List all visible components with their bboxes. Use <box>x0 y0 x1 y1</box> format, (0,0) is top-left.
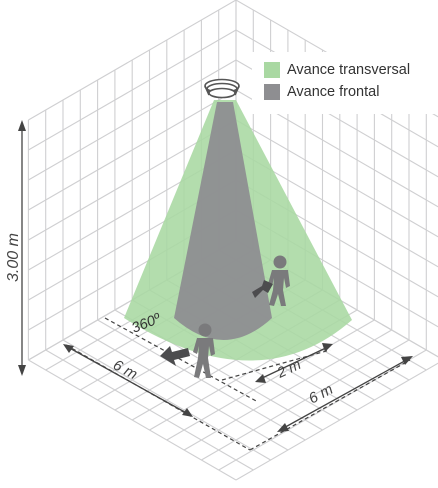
dimension-lines <box>21 126 411 431</box>
height-dimension-label: 3.00 m <box>5 233 22 282</box>
legend-label-frontal: Avance frontal <box>287 84 380 100</box>
grid-line <box>28 29 237 151</box>
width-dimension-label-left: 6 m <box>110 357 140 384</box>
direction-arrow-icon <box>160 346 190 366</box>
dimension-arrowheads <box>18 120 413 432</box>
legend-item-transversal: Avance transversal <box>264 62 410 78</box>
sensor-icon <box>204 78 240 99</box>
legend: Avance transversal Avance frontal <box>252 52 438 114</box>
grid-line <box>28 59 237 181</box>
legend-item-frontal: Avance frontal <box>264 84 379 100</box>
grid-line <box>201 339 410 461</box>
grid-line <box>28 89 237 211</box>
grid-line <box>28 0 237 121</box>
person-icon <box>268 255 290 306</box>
grid-line <box>235 119 438 238</box>
legend-swatch-frontal <box>264 84 280 100</box>
grid-line <box>28 359 237 481</box>
grid-line <box>235 362 438 481</box>
frontal-detection-cone <box>174 102 272 340</box>
person-icon <box>193 323 215 378</box>
legend-swatch-transversal <box>264 62 280 78</box>
direction-arrow-icon <box>252 280 273 298</box>
legend-label-transversal: Avance transversal <box>287 62 411 78</box>
grid-line <box>45 349 254 471</box>
